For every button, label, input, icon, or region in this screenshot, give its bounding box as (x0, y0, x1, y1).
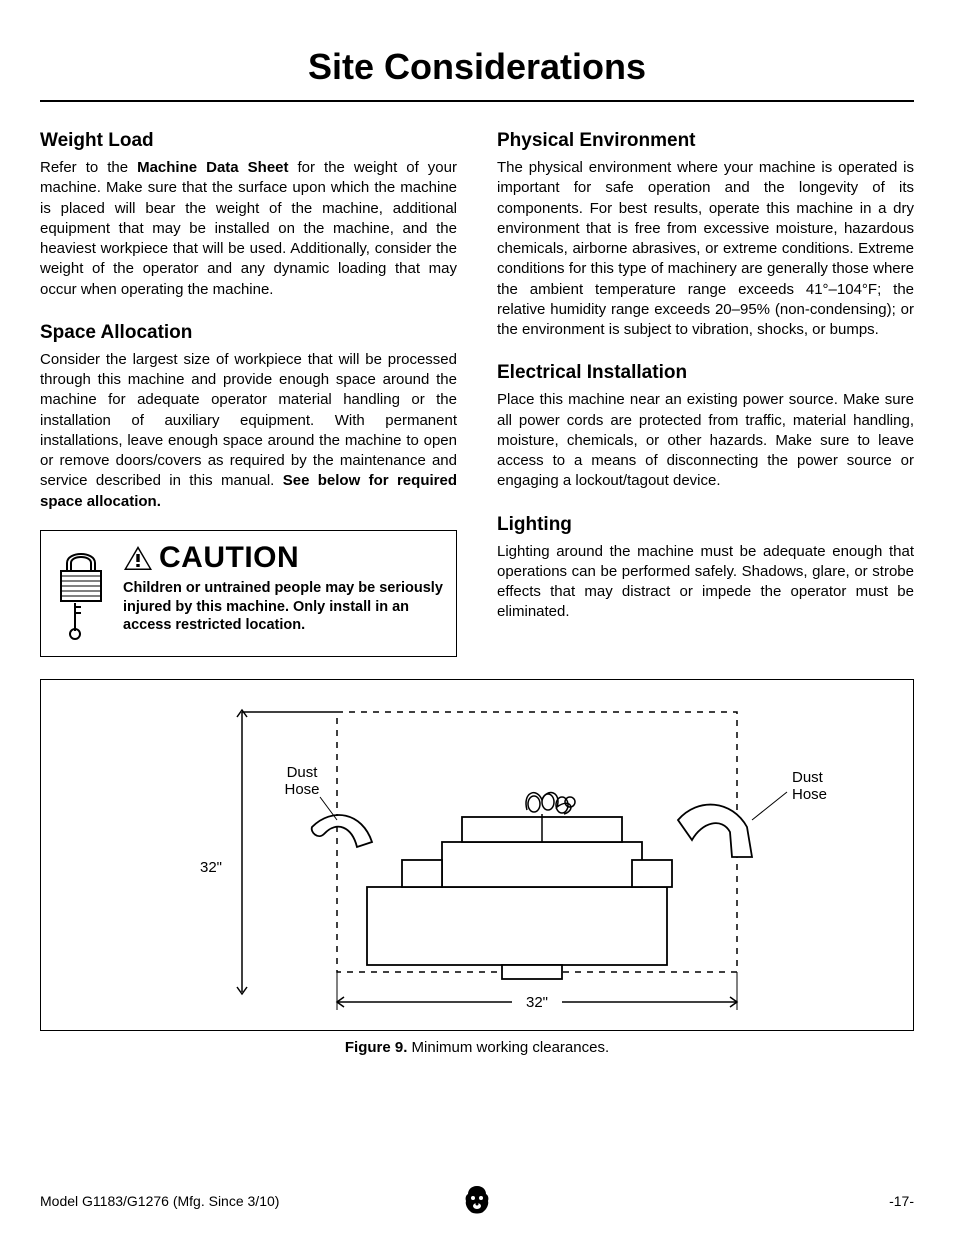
wl-pre: Refer to the (40, 159, 137, 176)
dim-v-label: 32" (200, 859, 222, 876)
lighting-block: Lighting Lighting around the machine mus… (497, 514, 914, 623)
space-allocation-heading: Space Allocation (40, 322, 457, 344)
page-footer: Model G1183/G1276 (Mfg. Since 3/10) -17- (40, 1193, 914, 1209)
caution-word: CAUTION (159, 541, 299, 575)
weight-load-heading: Weight Load (40, 130, 457, 152)
right-hose-label-2: Hose (792, 786, 827, 803)
footer-page: -17- (889, 1193, 914, 1209)
electrical-heading: Electrical Installation (497, 362, 914, 384)
weight-load-body: Refer to the Machine Data Sheet for the … (40, 158, 457, 300)
page-title: Site Considerations (40, 46, 914, 88)
electrical-body: Place this machine near an existing powe… (497, 390, 914, 491)
space-allocation-body: Consider the largest size of workpiece t… (40, 350, 457, 512)
warning-triangle-icon (123, 545, 153, 571)
dim-h-label: 32" (526, 994, 548, 1011)
fig-caption-bold: Figure 9. (345, 1039, 408, 1056)
physical-env-block: Physical Environment The physical enviro… (497, 130, 914, 340)
left-hose-label-2: Hose (284, 781, 319, 798)
lighting-body: Lighting around the machine must be adeq… (497, 542, 914, 623)
caution-header: CAUTION (123, 541, 444, 575)
fig-caption-rest: Minimum working clearances. (407, 1039, 609, 1056)
weight-load-block: Weight Load Refer to the Machine Data Sh… (40, 130, 457, 300)
title-rule (40, 100, 914, 102)
caution-box: CAUTION Children or untrained people may… (40, 530, 457, 657)
physical-env-body: The physical environment where your mach… (497, 158, 914, 340)
electrical-block: Electrical Installation Place this machi… (497, 362, 914, 491)
space-allocation-block: Space Allocation Consider the largest si… (40, 322, 457, 512)
figure-box: 32" 32" (40, 679, 914, 1031)
lighting-heading: Lighting (497, 514, 914, 536)
clearance-diagram: 32" 32" (72, 692, 882, 1022)
figure-caption: Figure 9. Minimum working clearances. (40, 1039, 914, 1056)
footer-model: Model G1183/G1276 (Mfg. Since 3/10) (40, 1193, 279, 1209)
left-hose-label-1: Dust (287, 764, 319, 781)
wl-post: for the weight of your machine. Make sur… (40, 159, 457, 298)
physical-env-heading: Physical Environment (497, 130, 914, 152)
footer-logo-icon (462, 1184, 492, 1219)
right-column: Physical Environment The physical enviro… (497, 130, 914, 657)
caution-content: CAUTION Children or untrained people may… (123, 541, 444, 636)
wl-bold: Machine Data Sheet (137, 159, 288, 176)
two-column-layout: Weight Load Refer to the Machine Data Sh… (40, 130, 914, 657)
caution-text: Children or untrained people may be seri… (123, 579, 444, 636)
right-hose-label-1: Dust (792, 769, 824, 786)
sa-text: Consider the largest size of workpiece t… (40, 351, 457, 490)
left-column: Weight Load Refer to the Machine Data Sh… (40, 130, 457, 657)
padlock-key-icon (53, 541, 109, 646)
